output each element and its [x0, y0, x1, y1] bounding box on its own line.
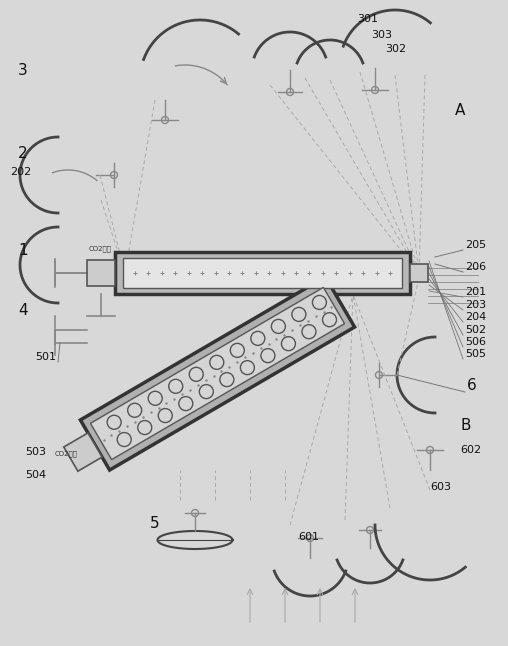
Bar — [87, 260, 115, 286]
Text: 503: 503 — [25, 447, 46, 457]
Text: 203: 203 — [465, 300, 486, 310]
Text: 505: 505 — [465, 349, 486, 359]
Polygon shape — [90, 287, 344, 459]
Polygon shape — [80, 277, 355, 470]
Text: 202: 202 — [10, 167, 31, 177]
Text: 603: 603 — [430, 482, 451, 492]
Text: 506: 506 — [465, 337, 486, 347]
Text: 302: 302 — [385, 44, 406, 54]
Bar — [123, 258, 402, 288]
Text: 2: 2 — [18, 146, 27, 161]
Text: 201: 201 — [465, 287, 486, 297]
Text: 1: 1 — [18, 243, 27, 258]
Text: 303: 303 — [371, 30, 392, 40]
Bar — [410, 264, 428, 282]
Text: A: A — [455, 103, 465, 118]
Text: B: B — [460, 418, 470, 433]
Text: 205: 205 — [465, 240, 486, 250]
Text: 206: 206 — [465, 262, 486, 272]
Text: 501: 501 — [35, 352, 56, 362]
Bar — [115, 252, 410, 294]
Text: CO2出口: CO2出口 — [55, 450, 78, 457]
Text: 504: 504 — [25, 470, 46, 480]
Text: 602: 602 — [460, 445, 481, 455]
Text: 502: 502 — [465, 325, 486, 335]
Text: CO2入口: CO2入口 — [89, 245, 112, 251]
Text: 4: 4 — [18, 303, 27, 318]
Text: 5: 5 — [150, 516, 160, 531]
Text: 3: 3 — [18, 63, 28, 78]
Text: 301: 301 — [357, 14, 378, 24]
Polygon shape — [64, 433, 102, 471]
Text: 204: 204 — [465, 312, 486, 322]
Text: 601: 601 — [298, 532, 319, 542]
Text: 6: 6 — [467, 378, 477, 393]
